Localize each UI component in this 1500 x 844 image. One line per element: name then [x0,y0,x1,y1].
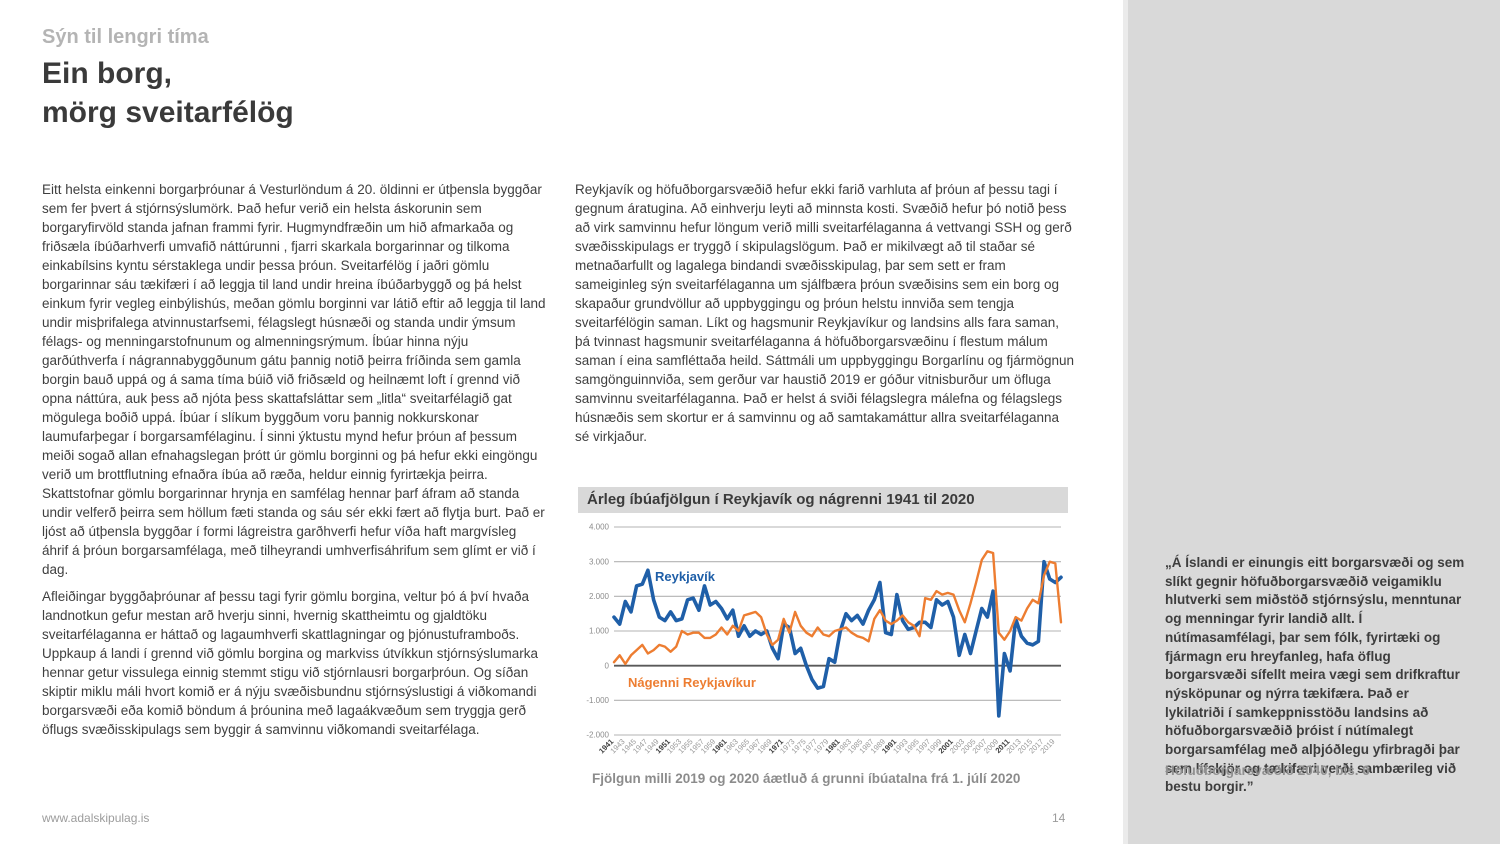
svg-text:4.000: 4.000 [589,523,610,532]
svg-text:-2.000: -2.000 [586,731,609,740]
svg-text:3.000: 3.000 [589,557,610,566]
text-column-left: Eitt helsta einkenni borgarþróunar á Ves… [42,180,546,739]
svg-text:2.000: 2.000 [589,592,610,601]
line-chart-svg: 4.0003.0002.0001.0000-1.000-2.0001941194… [586,523,1063,755]
chart-title: Árleg íbúafjölgun í Reykjavík og nágrenn… [578,487,1068,513]
population-chart: 4.000 3.000 2.000 1.000 0 -1.000 -2.000 1941 194… [578,513,1068,769]
page-number: 14 [1052,811,1066,825]
legend-label-reykjavik: Reykjavík [655,569,715,584]
paragraph: Reykjavík og höfuðborgarsvæðið hefur ekk… [575,182,1075,444]
page-kicker: Sýn til lengri tíma [42,26,209,48]
page-title-line1: Ein borg, [42,57,172,90]
svg-text:0: 0 [605,661,610,670]
population-chart-block: Árleg íbúafjölgun í Reykjavík og nágrenn… [578,487,1068,786]
footer-url: www.adalskipulag.is [42,811,150,825]
sidebar-quote: „Á Íslandi er einungis eitt borgarsvæði … [1165,555,1465,795]
text-column-right: Reykjavík og höfuðborgarsvæðið hefur ekk… [575,180,1076,446]
page-title: Ein borg, mörg sveitarfélög [42,54,294,132]
right-sidebar-panel [1123,0,1500,844]
quote-attribution: Höfuðborgarsvæðið 2040, bls. 6 [1165,763,1370,778]
paragraph: Eitt helsta einkenni borgarþróunar á Ves… [42,182,546,577]
chart-caption: Fjölgun milli 2019 og 2020 áætluð á grun… [592,771,1021,786]
page-title-line2: mörg sveitarfélög [42,96,294,129]
svg-text:-1.000: -1.000 [586,696,609,705]
svg-text:1.000: 1.000 [589,627,610,636]
legend-label-nagrenni: Nágenni Reykjavíkur [628,675,756,690]
paragraph: Afleiðingar byggðaþróunar af þessu tagi … [42,589,538,737]
